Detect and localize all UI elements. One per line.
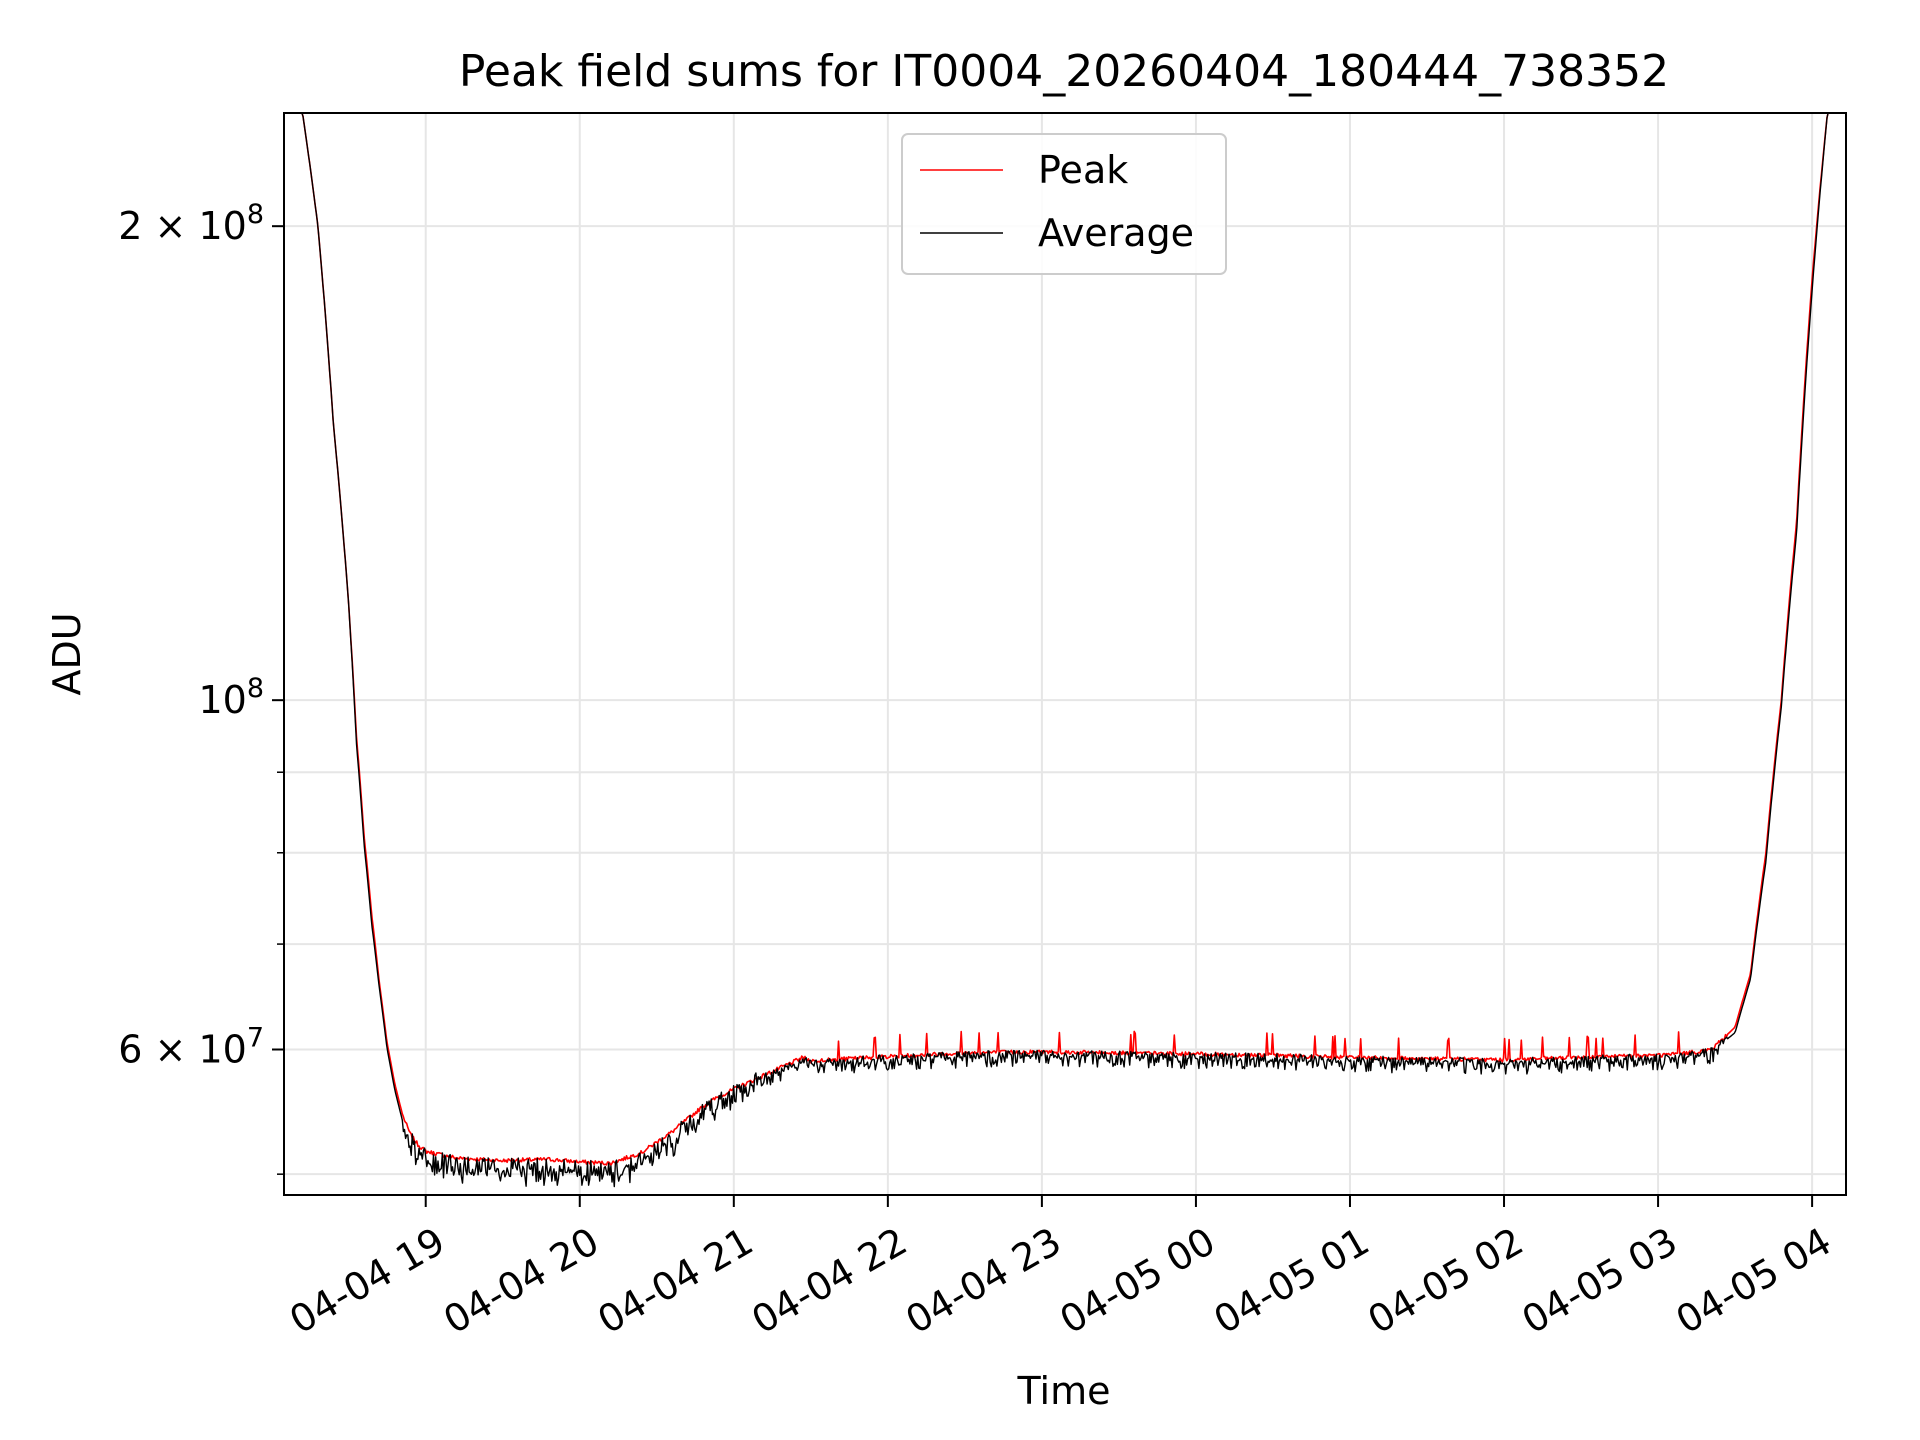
y-axis-label: ADU <box>45 612 89 695</box>
y-tick-label: 2 × 108 <box>118 199 264 248</box>
y-tick-label: 6 × 107 <box>118 1022 264 1071</box>
series-layer <box>284 113 1846 1188</box>
series-average-line <box>284 113 1846 1188</box>
legend-average-label: Average <box>1038 211 1194 255</box>
legend-box <box>901 133 1227 275</box>
legend: Peak Average <box>901 133 1227 275</box>
legend-peak-label: Peak <box>1038 148 1128 192</box>
y-axis: 6 × 107 108 2 × 108 <box>118 199 284 1175</box>
grid <box>284 113 1846 1195</box>
x-axis-label: Time <box>1017 1369 1111 1413</box>
plot-frame <box>283 112 1847 1196</box>
y-tick-label: 108 <box>198 673 264 722</box>
chart-title: Peak field sums for IT0004_20260404_1804… <box>459 46 1669 97</box>
